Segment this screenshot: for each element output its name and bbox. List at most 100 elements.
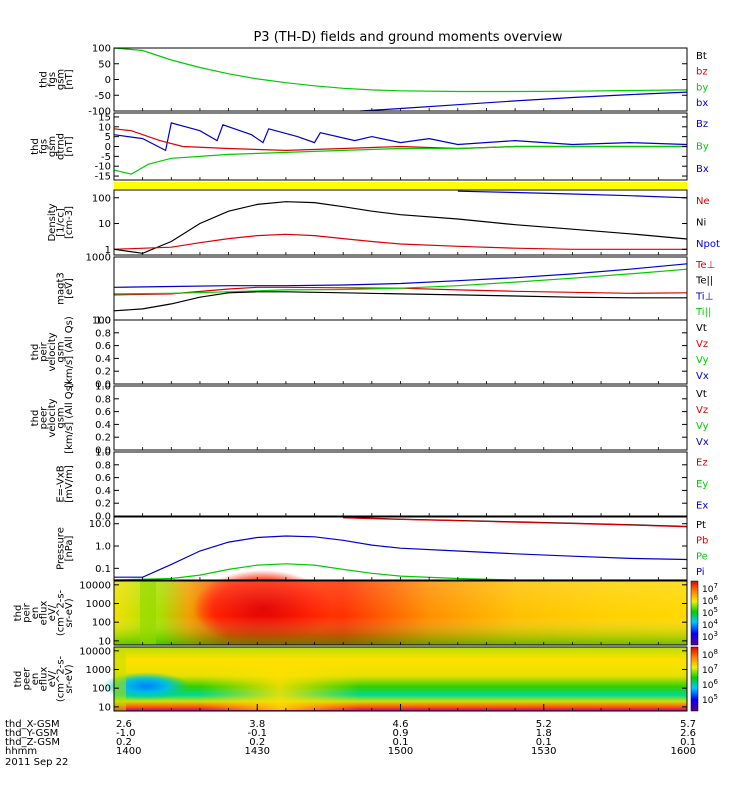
ion-colorbar: [690, 580, 699, 646]
legend-entry: Ne: [696, 196, 710, 207]
legend-entry: Ni: [696, 218, 706, 229]
series-temperature-0: [113, 263, 688, 288]
x-row-label: thd_X-GSM: [5, 719, 60, 730]
x-tick-label: -0.1: [247, 728, 267, 739]
electron-colorbar: [690, 646, 699, 712]
x-tick-label: 0.2: [249, 737, 265, 748]
y-axis-label: [km/s] (All Qs): [64, 316, 75, 388]
y-tick-label: 100: [92, 316, 111, 327]
y-axis-label: velocity: [47, 398, 58, 437]
legend-entry: Npot: [696, 239, 720, 250]
y-tick-label: 0.4: [95, 420, 111, 431]
series-fgs_gsm-0: [113, 47, 688, 93]
y-tick-label: 1000: [86, 599, 111, 610]
panel-pressure: 10.0 1.0 0.1 Pressure[nPa] Pt Pb Pe Pi: [56, 516, 708, 581]
legend-entry: Pe: [696, 551, 708, 562]
panel-frame: [113, 319, 688, 385]
y-tick-label: 10: [98, 702, 111, 713]
y-tick-label: 0.2: [95, 367, 111, 378]
y-axis-label: thd: [30, 410, 41, 427]
y-tick-label: -15: [95, 172, 111, 183]
y-axis-label: magt3: [56, 272, 67, 305]
electron-spectrogram: [102, 647, 687, 711]
legend-entry: Vy: [696, 421, 709, 432]
series-fgs_gsm_detrend-0: [113, 122, 688, 152]
legend-entry: By: [696, 142, 709, 153]
y-tick-label: -100: [88, 107, 111, 118]
x-tick-label: 3.8: [249, 719, 265, 730]
y-tick-label: 0.4: [95, 354, 111, 365]
panel-frame: [113, 189, 688, 256]
y-axis-label: gsm: [56, 69, 67, 90]
legend-entry: Vx: [696, 437, 709, 448]
y-tick-label: 10: [98, 122, 111, 133]
y-tick-label: 0.0: [95, 446, 111, 457]
date-label: 2011 Sep 22: [5, 757, 68, 768]
legend-entry: Pb: [696, 536, 708, 547]
y-tick-label: 100: [92, 193, 111, 204]
quality-flag-bar: [114, 182, 687, 189]
y-axis-label: thd: [13, 671, 24, 688]
x-tick-label: 0.1: [393, 737, 409, 748]
x-tick-label: -1.0: [116, 728, 136, 739]
y-tick-label: 0.0: [95, 512, 111, 523]
y-axis-label: peir: [39, 341, 50, 361]
figure-title: P3 (TH-D) fields and ground moments over…: [253, 30, 562, 45]
y-tick-label: 0.2: [95, 433, 111, 444]
y-tick-label: 10000: [79, 580, 111, 591]
series-temperature-3: [113, 291, 687, 312]
y-axis-label: peir: [22, 602, 33, 622]
y-axis-label: thd: [30, 344, 41, 361]
y-axis-label: eflux: [39, 601, 50, 626]
series-fgs_gsm-1: [360, 91, 688, 112]
panel-frame: [113, 451, 688, 517]
y-axis-label: en: [30, 673, 41, 686]
y-tick-label: 10: [98, 219, 111, 230]
panel-temperature: 1000 100 magt3[eV] Te⊥ Te|| Ti⊥ Ti||: [56, 253, 716, 327]
y-axis-label: sr-eV): [64, 598, 75, 627]
series-temperature-2: [113, 268, 688, 295]
y-axis-label: gsm: [47, 136, 58, 157]
y-axis-label: E=-VxB: [56, 465, 67, 502]
legend-entry: Ey: [696, 479, 708, 490]
y-tick-label: 0.1: [95, 564, 111, 575]
panels-group: 100500-50-100thdfgsgsm[nT]Btbzbybx151050…: [13, 44, 720, 714]
y-tick-label: -5: [101, 152, 111, 163]
legend-entry: Bx: [696, 164, 709, 175]
series-density-0: [113, 201, 688, 254]
legend-entry: Vt: [696, 389, 707, 400]
series-fgs_gsm_detrend-1: [113, 128, 687, 152]
legend-entry: Ti||: [695, 307, 711, 318]
y-tick-label: -50: [95, 91, 111, 102]
y-axis-label: fgs: [47, 72, 58, 87]
x-tick-label: 2.6: [116, 719, 132, 730]
panel-frame: [113, 47, 688, 112]
y-tick-label: 100: [92, 44, 111, 55]
legend-entry: Pt: [696, 520, 706, 531]
legend-entry: Bt: [696, 51, 707, 62]
x-tick-label: 1600: [671, 746, 696, 757]
series-fgs_gsm_detrend-2: [113, 145, 687, 175]
y-tick-label: 1: [105, 245, 111, 256]
y-axis-label: thd: [39, 71, 50, 88]
y-axis-label: [mV/m]: [64, 465, 75, 503]
y-axis-label: (cm^2-s-: [56, 655, 67, 702]
x-tick-label: 0.1: [536, 737, 552, 748]
y-tick-label: -10: [95, 162, 111, 173]
legend-entry: Vz: [696, 339, 708, 350]
legend-entry: bz: [696, 67, 708, 78]
x-tick-label: 0.9: [393, 728, 409, 739]
y-tick-label: 1.0: [95, 316, 111, 327]
y-axis-label: (cm^2-s-: [56, 589, 67, 636]
x-tick-label: 1400: [116, 746, 141, 757]
panel-peir_en_eflux: 10000 1000 100 10 thdpeirenefluxeV/(cm^2-s-s…: [13, 580, 718, 647]
y-axis-label: velocity: [47, 332, 58, 371]
ion-spectrogram: [114, 570, 687, 646]
legend-entry: Pi: [696, 567, 705, 578]
legend-entry: by: [696, 82, 708, 93]
y-axis-label: gsm: [56, 341, 67, 362]
y-axis-label: [nT]: [64, 136, 75, 156]
x-tick-label: 5.7: [680, 719, 696, 730]
x-tick-label: 4.6: [393, 719, 409, 730]
y-axis-label: eV/: [47, 604, 58, 621]
